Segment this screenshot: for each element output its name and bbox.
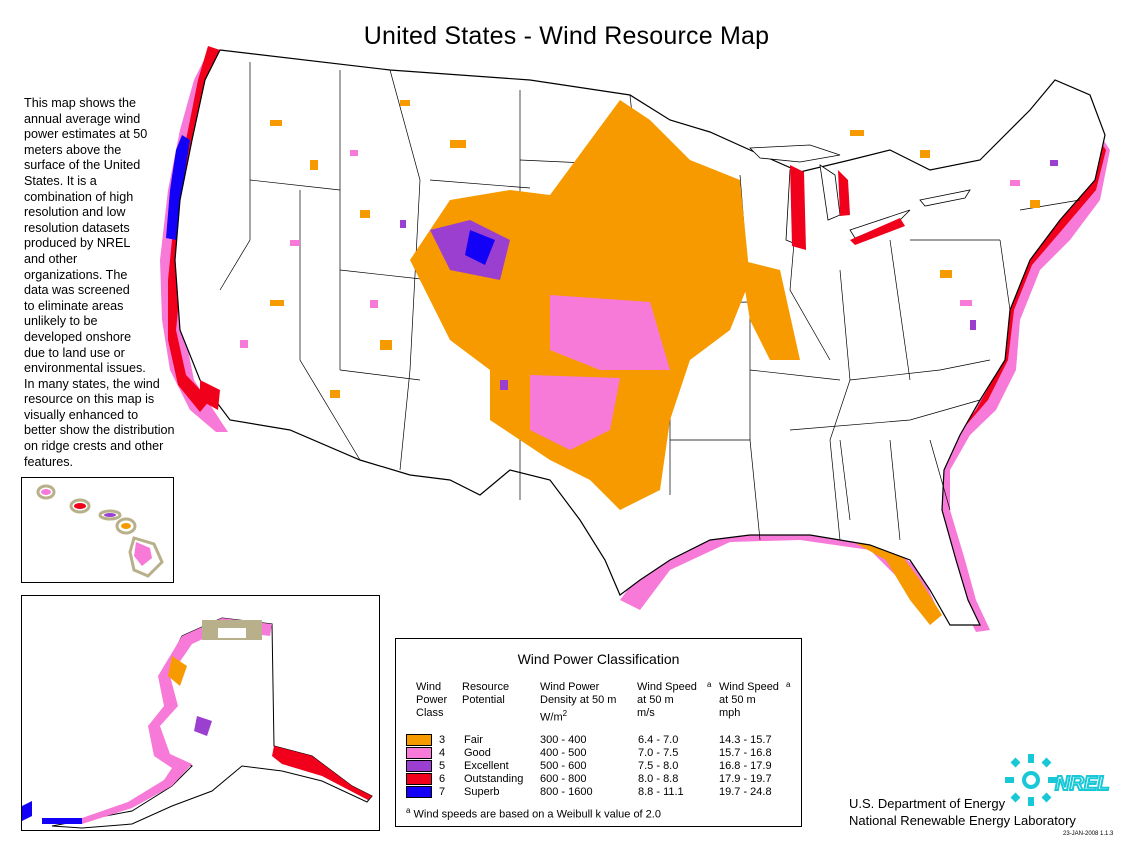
legend-speed-ms: 7.0 - 7.5 <box>638 747 679 759</box>
nrel-sun-icon <box>1005 754 1057 806</box>
legend-speed-mph: 14.3 - 15.7 <box>719 734 772 746</box>
legend-class: 5 <box>439 760 446 772</box>
legend-speed-mph: 17.9 - 19.7 <box>719 773 772 785</box>
agency-name: U.S. Department of Energy <box>849 796 1006 811</box>
legend-row-class-5: 5 Excellent 500 - 600 7.5 - 8.0 16.8 - 1… <box>406 760 796 773</box>
aleutians <box>22 801 82 824</box>
legend-density: 800 - 1600 <box>540 786 593 798</box>
legend-speed-ms: 7.5 - 8.0 <box>638 760 679 772</box>
legend-speed-mph: 15.7 - 16.8 <box>719 747 772 759</box>
legend-header-speed-ms: Wind Speed at 50 m m/s a <box>637 680 711 720</box>
speed-ms-header-sup: a <box>707 680 712 689</box>
alaska-inset-map <box>21 595 380 831</box>
legend-footnote: a Wind speeds are based on a Weibull k v… <box>406 806 661 821</box>
nrel-logo-text: NREL <box>1055 773 1109 795</box>
legend-class: 3 <box>439 734 446 746</box>
page-title: United States - Wind Resource Map <box>363 22 770 50</box>
legend-density: 600 - 800 <box>540 773 587 785</box>
legend-potential: Outstanding <box>464 773 524 785</box>
legend-speed-mph: 16.8 - 17.9 <box>719 760 772 772</box>
west-coast-band-blue <box>166 135 190 240</box>
legend-potential: Fair <box>464 734 483 746</box>
nrel-logo: NREL <box>1005 752 1113 808</box>
east-coast-band-red <box>936 135 1106 485</box>
scattered-fair <box>270 100 1040 398</box>
legend-speed-ms: 8.0 - 8.8 <box>638 773 679 785</box>
legend-density: 500 - 600 <box>540 760 587 772</box>
wyoming-superb <box>465 230 495 265</box>
legend-speed-ms: 8.8 - 11.1 <box>638 786 684 798</box>
wind-power-legend: Wind Power Classification Wind Power Cla… <box>395 638 802 827</box>
legend-potential: Excellent <box>464 760 509 772</box>
density-header-text: Wind Power Density at 50 m W/m <box>540 681 617 724</box>
speed-mph-header-sup: a <box>786 680 791 689</box>
legend-class: 7 <box>439 786 446 798</box>
legend-row-class-7: 7 Superb 800 - 1600 8.8 - 11.1 19.7 - 24… <box>406 786 796 799</box>
legend-class: 6 <box>439 773 446 785</box>
legend-swatch <box>406 773 432 785</box>
speed-ms-header-text: Wind Speed at 50 m m/s <box>637 681 697 719</box>
legend-header-class: Wind Power Class <box>416 681 448 719</box>
socal-red <box>200 380 220 410</box>
legend-potential: Good <box>464 747 491 759</box>
date-stamp: 23-JAN-2008 1.1.3 <box>1063 831 1114 837</box>
legend-row-class-3: 3 Fair 300 - 400 6.4 - 7.0 14.3 - 15.7 <box>406 734 796 747</box>
legend-swatch <box>406 786 432 798</box>
speed-mph-header-text: Wind Speed at 50 m mph <box>719 681 779 719</box>
legend-density: 400 - 500 <box>540 747 587 759</box>
alaska-coast-red <box>272 746 372 800</box>
legend-class: 4 <box>439 747 446 759</box>
legend-density: 300 - 400 <box>540 734 587 746</box>
alaska-coast-good <box>82 618 272 824</box>
lake-shore-red <box>790 165 905 250</box>
plains-good-kansas <box>550 295 670 370</box>
gulf-coast-band-orange <box>840 525 942 625</box>
density-header-sup: 2 <box>562 709 568 718</box>
legend-title: Wind Power Classification <box>517 651 680 667</box>
hawaii-inset-map <box>21 477 174 583</box>
laboratory-name: National Renewable Energy Laboratory <box>849 813 1076 828</box>
footnote-marker: a <box>406 806 411 815</box>
scattered-good <box>240 150 1020 348</box>
plains-good-oklahoma <box>530 375 620 450</box>
legend-speed-mph: 19.7 - 24.8 <box>719 786 772 798</box>
legend-swatch <box>406 760 432 772</box>
map-description: This map shows the annual average wind p… <box>24 96 175 469</box>
legend-swatch <box>406 747 432 759</box>
alaska-landmass <box>51 617 373 829</box>
legend-speed-ms: 6.4 - 7.0 <box>638 734 679 746</box>
gulf-coast-band-pink <box>620 520 940 625</box>
scattered-excellent <box>400 160 1058 390</box>
legend-header-speed-mph: Wind Speed at 50 m mph a <box>719 680 790 720</box>
legend-row-class-4: 4 Good 400 - 500 7.0 - 7.5 15.7 - 16.8 <box>406 747 796 760</box>
footnote-text: Wind speeds are based on a Weibull k val… <box>413 808 661 821</box>
legend-header-density: Wind Power Density at 50 m W/m2 <box>540 681 616 725</box>
legend-swatch <box>406 734 432 746</box>
iowa-illinois-fair <box>740 260 800 360</box>
legend-row-class-6: 6 Outstanding 600 - 800 8.0 - 8.8 17.9 -… <box>406 773 796 786</box>
us-wind-map <box>150 40 1115 635</box>
legend-header-potential: Resource Potential <box>462 681 510 706</box>
legend-potential: Superb <box>464 786 500 798</box>
